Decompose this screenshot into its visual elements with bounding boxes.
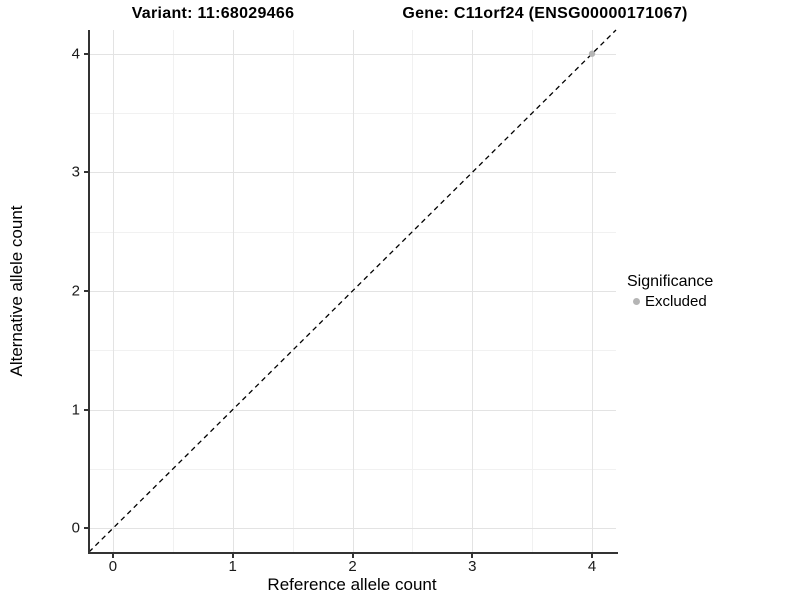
legend-entry-label: Excluded [645,293,707,310]
data-point-excluded [588,50,596,57]
x-axis-line [88,552,618,554]
plot-layer [88,29,617,553]
legend-entry: Excluded [627,292,713,311]
gridline-y-major [89,409,616,411]
x-tick [111,554,114,558]
gridline-y-major [89,172,616,174]
y-tick [84,527,88,530]
y-tick [84,290,88,292]
y-tick-label: 2 [71,282,80,300]
gridline-y-major [89,528,616,530]
y-tick-label: 0 [71,519,80,537]
legend: Significance Excluded [627,272,713,311]
y-axis-line [88,30,90,554]
identity-dashed-line [88,29,617,553]
x-tick-label: 3 [468,558,477,575]
x-tick-label: 2 [348,558,357,575]
x-tick [471,554,474,558]
y-tick [84,52,88,55]
x-axis-title: Reference allele count [267,575,437,594]
y-tick-label: 1 [71,401,80,419]
gridline-y-major [89,53,616,55]
plot-panel: 0 1 2 3 4 0 1 2 3 4 [72,29,617,575]
plot-title-gene: Gene: C11orf24 (ENSG00000171067) [402,5,688,22]
y-tick [84,171,88,174]
x-tick [591,554,594,558]
x-tick-label: 4 [587,558,597,575]
legend-entries: Excluded [627,292,713,311]
x-tick-label: 0 [108,558,118,575]
legend-circle-marker-icon [633,298,640,305]
y-tick-label: 4 [71,45,80,63]
y-tick [84,408,88,411]
legend-title: Significance [627,273,714,290]
x-tick [351,554,354,558]
x-tick [231,554,234,558]
plot-title-variant: Variant: 11:68029466 [131,5,295,22]
y-axis-title: Alternative allele count [7,205,26,377]
y-tick-label: 3 [71,163,80,181]
x-tick-label: 1 [228,558,237,575]
